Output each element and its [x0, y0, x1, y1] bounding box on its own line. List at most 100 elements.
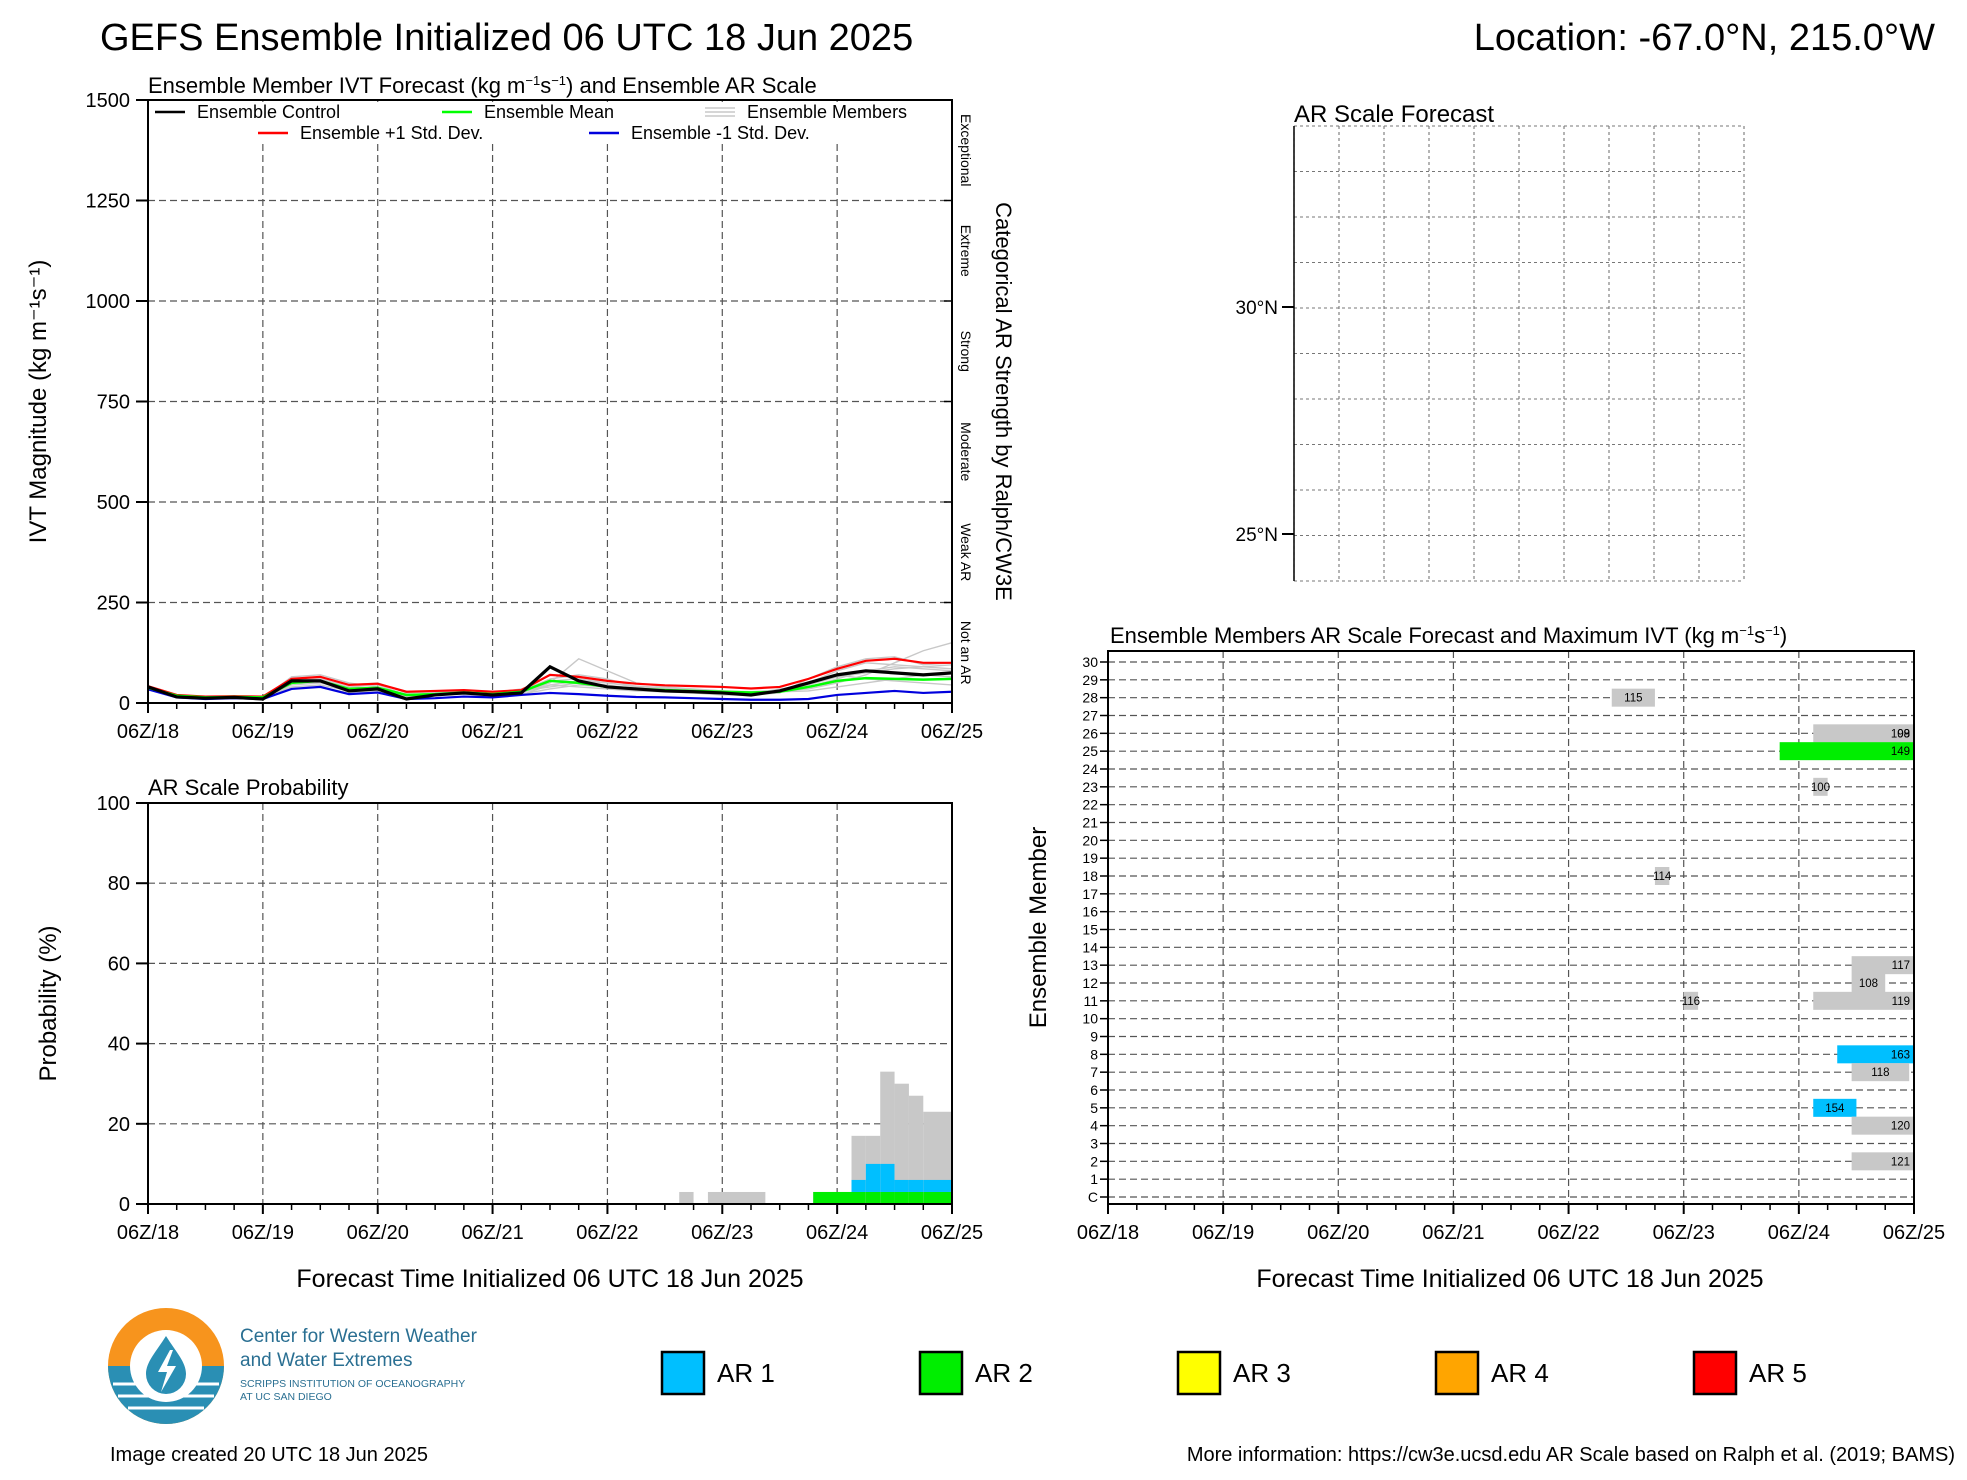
- x-tick-label: 06Z/21: [461, 721, 523, 743]
- member-label: 5: [1090, 1100, 1098, 1116]
- ar-probability-panel: 0 20 40 60 80 100 06Z/18 06Z/19 06Z/20 06Z/21 06Z/…: [35, 775, 983, 1293]
- x-tick-label: 06Z/19: [232, 1222, 294, 1244]
- members-panel-title: Ensemble Members AR Scale Forecast and M…: [1110, 623, 1787, 648]
- category-label: Weak AR: [958, 523, 974, 581]
- ar1-probability-bar: [923, 1179, 952, 1192]
- member-ar-block: [1683, 991, 1699, 1010]
- main-title: GEFS Ensemble Initialized 06 UTC 18 Jun …: [100, 17, 913, 59]
- ar1-probability-bar: [865, 1163, 881, 1192]
- ar-legend-label: AR 1: [717, 1358, 775, 1388]
- member-label: 29: [1082, 672, 1098, 688]
- member-ar-block: [1611, 688, 1655, 707]
- x-tick-label: 06Z/20: [347, 721, 409, 743]
- plot-frame: [1107, 650, 1915, 1205]
- member-label: 12: [1082, 975, 1098, 991]
- member-ar-block: [1813, 1098, 1857, 1117]
- member-label: 22: [1082, 797, 1098, 813]
- plot-frame: [147, 99, 953, 704]
- ar-legend-label: AR 2: [975, 1358, 1033, 1388]
- x-tick-label: 06Z/22: [576, 721, 638, 743]
- category-label: Moderate: [958, 422, 974, 481]
- member-max-ivt-label: 108: [1891, 728, 1910, 740]
- member-label: 9: [1090, 1029, 1098, 1045]
- ar-legend-swatch: [1176, 1350, 1222, 1396]
- x-tick-label: 06Z/25: [921, 721, 983, 743]
- member-ar-block: [1813, 991, 1914, 1010]
- y-axis-title: Ensemble Member: [1025, 827, 1052, 1028]
- member-ar-block: [1851, 956, 1914, 975]
- ar-legend-label: AR 4: [1491, 1358, 1549, 1388]
- member-ar-block: [1654, 867, 1670, 885]
- any-ar-probability-bar: [679, 1191, 694, 1204]
- ar2-probability-bar: [923, 1191, 952, 1204]
- member-label: 24: [1082, 761, 1098, 777]
- x-axis-title: Forecast Time Initialized 06 UTC 18 Jun …: [296, 1265, 803, 1293]
- member-ar-block: [1813, 777, 1828, 796]
- member-max-ivt-label: 99: [1897, 728, 1910, 740]
- member-max-ivt-label: 149: [1891, 746, 1910, 758]
- member-max-ivt-label: 116: [1682, 996, 1700, 1008]
- y-tick-label: 750: [97, 392, 130, 414]
- probability-panel-title: AR Scale Probability: [148, 775, 349, 800]
- member-label: 25: [1082, 743, 1098, 759]
- legend-label: Ensemble -1 Std. Dev.: [631, 123, 810, 143]
- y-tick-label: 100: [97, 793, 130, 815]
- ar-legend-label: AR 5: [1749, 1358, 1807, 1388]
- x-tick-label: 06Z/23: [691, 721, 753, 743]
- x-tick-label: 06Z/25: [1883, 1222, 1945, 1244]
- member-label: 13: [1082, 957, 1098, 973]
- x-tick-label: 06Z/25: [921, 1222, 983, 1244]
- x-tick-label: 06Z/18: [117, 1222, 179, 1244]
- x-tick-label: 06Z/23: [1653, 1222, 1715, 1244]
- y-tick-label: 1250: [86, 191, 131, 213]
- any-ar-probability-bar: [707, 1191, 766, 1204]
- cw3e-logo: Center for Western Weather and Water Ext…: [108, 1308, 478, 1424]
- member-label: 1: [1090, 1171, 1098, 1187]
- member-label: 3: [1090, 1136, 1098, 1152]
- map-panel-title: AR Scale Forecast: [1294, 101, 1494, 128]
- x-tick-label: 06Z/20: [347, 1222, 409, 1244]
- member-max-ivt-label: 100: [1811, 782, 1830, 794]
- member-ar-block: [1779, 742, 1914, 761]
- member-ar-block: [1851, 1152, 1914, 1171]
- y-tick-label: 80: [108, 873, 130, 895]
- latitude-label: 25°N: [1236, 525, 1278, 546]
- logo-line-2: and Water Extremes: [240, 1350, 412, 1371]
- ivt-forecast-panel: 0 250 500 750 1000 1250 1500 06Z/18 06Z/19 06Z/20…: [25, 73, 1016, 743]
- category-label: Strong: [958, 331, 974, 372]
- legend-label: Ensemble Control: [197, 102, 340, 122]
- member-label: 6: [1090, 1082, 1098, 1098]
- ar2-probability-bar: [908, 1191, 924, 1204]
- ar2-probability-bar: [851, 1191, 866, 1204]
- member-label: 21: [1082, 815, 1098, 831]
- x-tick-label: 06Z/18: [117, 721, 179, 743]
- member-max-ivt-label: 108: [1859, 978, 1878, 990]
- x-tick-label: 06Z/20: [1307, 1222, 1369, 1244]
- y-tick-label: 1500: [86, 90, 131, 112]
- member-ar-scale-panel: C123456789101112131415161718192021222324…: [1025, 623, 1945, 1293]
- y-tick-label: 40: [108, 1034, 130, 1056]
- category-label: Exceptional: [958, 114, 974, 186]
- plot-frame: [147, 802, 953, 1205]
- location-label: Location: -67.0°N, 215.0°W: [1474, 17, 1935, 59]
- logo-line-1: Center for Western Weather: [240, 1326, 478, 1347]
- ar2-probability-bar: [880, 1191, 895, 1204]
- ar-category-legend: AR 1 AR 2 AR 3 AR 4 AR 5: [660, 1350, 1807, 1396]
- ar2-probability-bar: [865, 1191, 881, 1204]
- ensemble-control-line: [147, 664, 953, 701]
- member-max-ivt-label: 115: [1624, 693, 1642, 705]
- legend-label: Ensemble Mean: [484, 102, 614, 122]
- plus-std-dev-line: [147, 657, 952, 698]
- x-tick-label: 06Z/22: [1537, 1222, 1599, 1244]
- ar1-probability-bar: [880, 1163, 895, 1192]
- ar1-probability-bar: [894, 1179, 909, 1192]
- member-label: 26: [1082, 725, 1098, 741]
- legend-label: Ensemble +1 Std. Dev.: [300, 123, 483, 143]
- member-label: 27: [1082, 708, 1098, 724]
- y-tick-label: 500: [97, 492, 130, 514]
- member-label: 11: [1083, 993, 1098, 1009]
- logo-line-3: SCRIPPS INSTITUTION OF OCEANOGRAPHY: [240, 1378, 465, 1390]
- member-label: 23: [1082, 779, 1098, 795]
